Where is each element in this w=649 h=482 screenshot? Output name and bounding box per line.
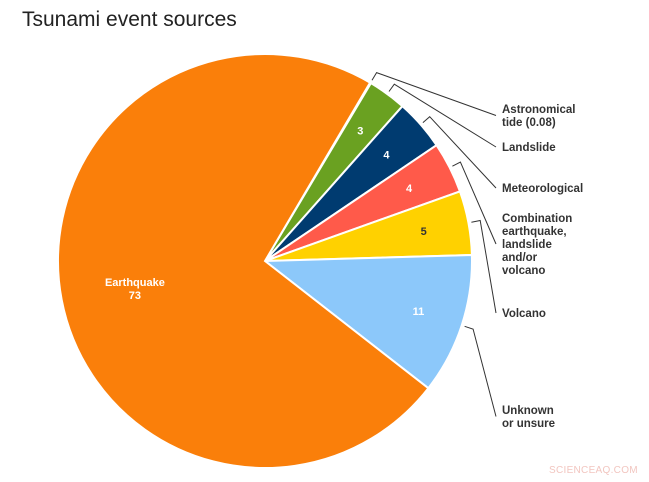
slice-value-label: 4 (406, 183, 413, 195)
callout-label-astronomical-tide-0-08: tide (0.08) (502, 117, 556, 129)
slice-value-label: 11 (413, 306, 425, 318)
callout-label-combination-earthquake-landslide-and-or-volcano: landslide (502, 239, 552, 251)
callout-label-unknown-or-unsure: or unsure (502, 418, 555, 430)
callout-label-unknown-or-unsure: Unknown (502, 405, 554, 417)
callout-line-landslide (388, 83, 497, 148)
callout-label-astronomical-tide-0-08: Astronomical (502, 104, 576, 116)
chart-title: Tsunami event sources (22, 8, 237, 31)
pie-slice-unknown-or-unsure[interactable] (262, 253, 473, 390)
slice-value-label: 73 (129, 290, 141, 302)
callout-line-astronomical-tide-0-08 (371, 71, 497, 116)
pie-slice-earthquake[interactable] (57, 53, 430, 469)
slice-name-label: Earthquake (105, 277, 165, 289)
callout-line-combination-earthquake-landslide-and-or-volcano (452, 161, 497, 245)
callout-label-landslide: Landslide (502, 142, 556, 154)
callout-label-combination-earthquake-landslide-and-or-volcano: Combination (502, 213, 572, 225)
slice-value-label: 4 (383, 150, 390, 162)
slice-value-label: 5 (421, 226, 427, 238)
callout-label-combination-earthquake-landslide-and-or-volcano: and/or (502, 252, 538, 264)
callout-line-unknown-or-unsure (464, 325, 497, 417)
callout-line-volcano (471, 219, 497, 314)
slice-value-label: 3 (357, 126, 363, 138)
callout-label-combination-earthquake-landslide-and-or-volcano: volcano (502, 265, 545, 277)
callout-line-meteorological (422, 116, 497, 189)
callout-label-meteorological: Meteorological (502, 183, 583, 195)
callout-label-volcano: Volcano (502, 308, 546, 320)
callout-label-combination-earthquake-landslide-and-or-volcano: earthquake, (502, 226, 567, 238)
watermark: SCIENCEAQ.COM (549, 465, 638, 476)
